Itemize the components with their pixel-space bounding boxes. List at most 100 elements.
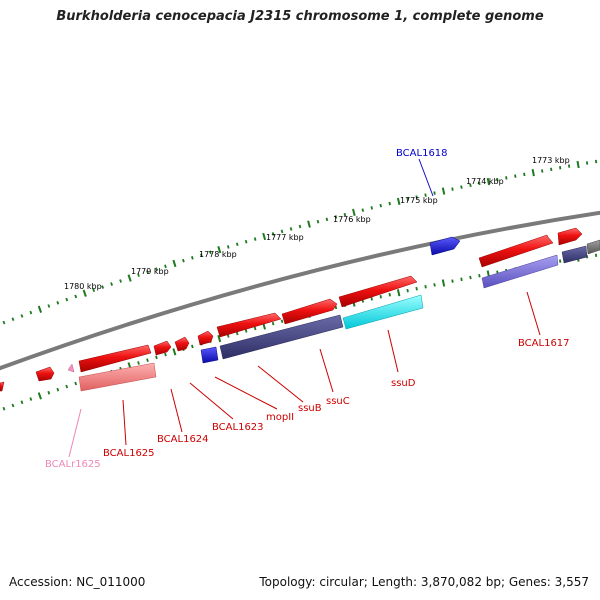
leader-bcal1624	[170, 388, 183, 433]
inner-scale-tick	[146, 358, 149, 362]
outer-scale-tick	[523, 172, 526, 177]
outer-scale-tick	[352, 208, 356, 217]
gene-bcal1617[interactable]	[478, 234, 554, 268]
outer-scale-tick	[172, 259, 177, 268]
outer-scale-tick	[191, 256, 194, 260]
gene-bcal1615[interactable]	[586, 239, 600, 255]
scale-label-1773: 1773 kbp	[532, 156, 570, 165]
gene-mopii[interactable]	[197, 330, 214, 346]
outer-scale-tick	[137, 273, 140, 277]
outer-scale-tick	[47, 304, 51, 308]
gene-bcal1623[interactable]	[174, 336, 190, 352]
label-bcal1624[interactable]: BCAL1624	[157, 434, 209, 445]
cds-mopii[interactable]	[200, 346, 219, 364]
cds-features	[78, 245, 588, 392]
gene-ssud[interactable]	[338, 275, 418, 308]
label-bcalr1625[interactable]: BCALr1625	[45, 459, 101, 470]
label-mopii[interactable]: mopII	[266, 412, 294, 423]
leader-ssud	[387, 329, 399, 373]
gene-bcal1625[interactable]	[78, 344, 152, 373]
gene-bcal1618[interactable]	[429, 236, 461, 256]
outer-scale-tick	[469, 183, 472, 187]
inner-scale-tick	[280, 319, 284, 324]
inner-scale-tick	[235, 331, 239, 336]
inner-scale-tick	[271, 321, 275, 326]
leader-bcal1618	[418, 158, 434, 197]
outer-scale-tick	[289, 227, 293, 231]
outer-scale-tick	[56, 301, 60, 305]
inner-scale-tick	[594, 253, 598, 258]
inner-scale-tick	[451, 279, 454, 283]
label-bcal1617[interactable]: BCAL1617	[518, 338, 570, 349]
outer-scale-tick	[110, 282, 113, 286]
leader-ssuc	[319, 348, 334, 393]
inner-scale-tick	[388, 292, 391, 297]
inner-scale-tick	[155, 355, 158, 360]
scale-label-1777: 1777 kbp	[266, 233, 304, 242]
cds-ssud[interactable]	[342, 294, 424, 330]
gene-bcal1616[interactable]	[557, 227, 583, 246]
outer-scale-tick	[334, 215, 338, 219]
cds-ssu-abc[interactable]	[219, 314, 344, 360]
outer-scale-tick	[541, 169, 544, 173]
outer-scale-tick	[253, 237, 257, 241]
inner-scale-tick	[191, 344, 194, 349]
inner-scale-tick	[29, 397, 33, 401]
outer-scale-tick	[298, 224, 302, 229]
scale-label-1780: 1780 kbp	[64, 282, 102, 291]
outer-scale-tick	[388, 201, 391, 206]
cds-bcal1616[interactable]	[561, 245, 588, 264]
gene-bcal1624[interactable]	[153, 340, 172, 356]
outer-scale-tick	[119, 279, 122, 283]
gene-ssuc[interactable]	[281, 298, 338, 325]
gene-bcal1626[interactable]	[35, 366, 55, 382]
inner-scale-tick	[226, 334, 230, 338]
inner-scale-tick	[433, 283, 436, 287]
inner-scale-tick	[217, 334, 222, 343]
inner-scale-tick	[396, 289, 401, 297]
gene-bcalr1625[interactable]	[67, 363, 75, 373]
genome-title: Burkholderia cenocepacia J2315 chromosom…	[56, 9, 544, 24]
leader-bcal1625	[122, 399, 127, 446]
outer-scale-tick	[101, 285, 105, 289]
label-ssud[interactable]: ssuD	[391, 378, 416, 389]
label-bcal1618[interactable]: BCAL1618	[396, 148, 448, 159]
outer-scale-tick	[567, 164, 571, 168]
outer-scale-tick	[585, 161, 589, 165]
label-bcal1623[interactable]: BCAL1623	[212, 422, 264, 433]
outer-scale-tick	[433, 191, 436, 195]
label-ssuc[interactable]: ssuC	[326, 396, 350, 407]
gene-ssub[interactable]	[216, 312, 282, 338]
outer-scale-tick	[74, 294, 78, 299]
cds-bcal1617[interactable]	[481, 254, 559, 289]
inner-scale-tick	[65, 384, 69, 389]
inner-scale-tick	[47, 390, 51, 395]
outer-scale-tick	[559, 165, 562, 170]
outer-scale-tick	[531, 169, 535, 177]
outer-scale-tick	[146, 270, 149, 274]
forward-strand-features	[0, 227, 600, 392]
outer-scale-tick	[325, 217, 329, 222]
cds-bcal1625[interactable]	[78, 362, 157, 392]
inner-scale-tick	[11, 403, 15, 408]
label-bcal1625[interactable]: BCAL1625	[103, 448, 155, 459]
outer-scale-tick	[594, 159, 598, 164]
gene-bcal1627[interactable]	[0, 381, 5, 392]
outer-scale-tick	[280, 229, 284, 234]
outer-scale-tick	[478, 181, 481, 186]
scale-label-1776: 1776 kbp	[333, 215, 371, 224]
leader-mopii	[214, 376, 278, 410]
outer-scale-tick	[514, 174, 517, 178]
inner-scale-tick	[56, 387, 60, 392]
label-ssub[interactable]: ssuB	[298, 403, 322, 414]
inner-scale-tick	[244, 329, 248, 333]
leader-ssub	[257, 365, 304, 403]
inner-scale-tick	[441, 279, 446, 287]
gene-labels: BCAL1618 BCAL1617 ssuD ssuC ssuB mopII B…	[45, 148, 570, 470]
scale-label-1778: 1778 kbp	[199, 250, 237, 259]
outer-scale-tick	[226, 245, 230, 249]
inner-scale-tick	[253, 326, 257, 331]
outer-scale-tick	[460, 185, 463, 189]
